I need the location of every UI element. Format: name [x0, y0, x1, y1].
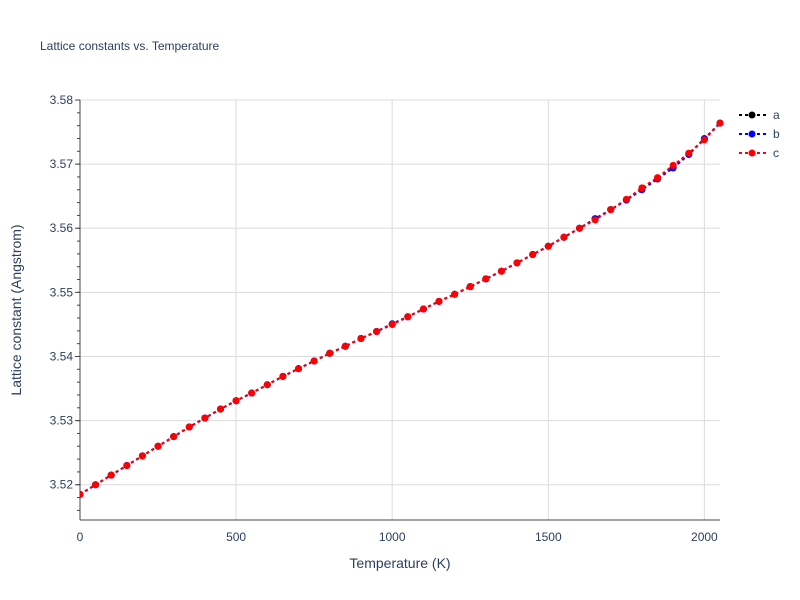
data-point-c	[170, 433, 178, 441]
y-tick-label: 3.52	[50, 478, 74, 492]
data-point-c	[92, 481, 100, 489]
legend-item-c[interactable]: c	[739, 146, 779, 160]
data-point-c	[326, 349, 334, 357]
x-tick-label: 2000	[691, 530, 718, 544]
y-axis-title: Lattice constant (Angstrom)	[8, 224, 24, 395]
y-tick-label: 3.55	[50, 285, 74, 299]
data-point-c	[669, 161, 677, 169]
y-tick-label: 3.54	[50, 349, 74, 363]
data-point-c	[560, 233, 568, 241]
data-point-c	[685, 149, 693, 157]
data-point-c	[466, 283, 474, 291]
y-tick-label: 3.56	[50, 221, 74, 235]
data-point-c	[216, 405, 224, 413]
data-point-c	[607, 206, 615, 214]
chart-title: Lattice constants vs. Temperature	[40, 39, 220, 53]
data-point-c	[435, 297, 443, 305]
series-c	[80, 119, 724, 498]
x-tick-label: 1500	[535, 530, 562, 544]
data-point-c	[622, 195, 630, 203]
data-point-c	[482, 275, 490, 283]
data-point-c	[201, 414, 209, 422]
data-point-c	[700, 136, 708, 144]
data-point-c	[388, 320, 396, 328]
data-point-c	[357, 335, 365, 343]
legend-label-c: c	[773, 146, 779, 160]
data-point-c	[544, 242, 552, 250]
legend[interactable]: abc	[739, 108, 780, 160]
data-point-c	[638, 184, 646, 192]
y-tick-label: 3.57	[50, 157, 74, 171]
x-tick-label: 0	[77, 530, 84, 544]
data-point-c	[310, 357, 318, 365]
data-point-c	[529, 251, 537, 259]
x-tick-label: 500	[226, 530, 246, 544]
legend-item-a[interactable]: a	[739, 108, 780, 122]
legend-marker-b	[748, 130, 756, 138]
data-point-c	[451, 290, 459, 298]
data-point-c	[107, 471, 115, 479]
data-point-c	[497, 267, 505, 275]
legend-item-b[interactable]: b	[739, 127, 780, 141]
data-point-c	[279, 372, 287, 380]
grid	[80, 99, 720, 520]
data-point-c	[295, 365, 303, 373]
x-tick-label: 1000	[379, 530, 406, 544]
data-point-c	[263, 381, 271, 389]
data-point-c	[232, 397, 240, 405]
series-b	[80, 119, 724, 498]
data-point-c	[716, 119, 724, 127]
y-tick-label: 3.53	[50, 414, 74, 428]
data-point-c	[576, 224, 584, 232]
data-point-c	[591, 216, 599, 224]
data-point-c	[373, 327, 381, 335]
legend-label-a: a	[773, 108, 780, 122]
legend-label-b: b	[773, 127, 780, 141]
data-point-c	[341, 342, 349, 350]
data-point-c	[154, 442, 162, 450]
data-point-c	[513, 259, 521, 267]
data-point-c	[185, 423, 193, 431]
legend-marker-c	[748, 149, 756, 157]
axes: 0 500 1000 1500 2000 3.52 3.53 3.54 3.55 3.56 3.57…	[50, 93, 720, 544]
data-point-c	[138, 452, 146, 460]
legend-marker-a	[748, 111, 756, 119]
series-a	[80, 119, 724, 498]
data-point-c	[80, 490, 84, 498]
data-point-c	[654, 174, 662, 182]
plot-area	[80, 119, 724, 498]
x-axis-title: Temperature (K)	[349, 555, 450, 571]
data-point-c	[404, 313, 412, 321]
data-point-c	[248, 389, 256, 397]
y-tick-label: 3.58	[50, 93, 74, 107]
data-point-c	[123, 462, 131, 469]
data-point-c	[419, 305, 427, 313]
